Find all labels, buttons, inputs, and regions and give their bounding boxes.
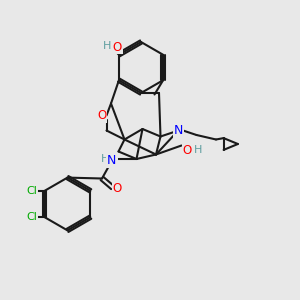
Text: O: O	[113, 41, 122, 54]
Text: Cl: Cl	[26, 212, 37, 222]
Text: N: N	[174, 124, 183, 137]
Text: N: N	[107, 154, 117, 167]
Text: H: H	[101, 154, 109, 164]
Text: H: H	[194, 145, 202, 155]
Text: O: O	[112, 182, 122, 196]
Text: Cl: Cl	[26, 186, 37, 196]
Text: O: O	[182, 143, 191, 157]
Text: H: H	[103, 41, 111, 51]
Text: O: O	[98, 109, 106, 122]
